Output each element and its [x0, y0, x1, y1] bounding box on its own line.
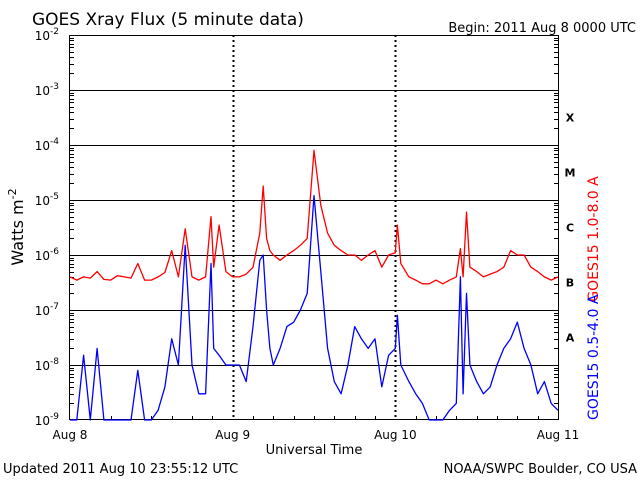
grid-lines: [70, 35, 558, 420]
series-lines: [69, 149, 559, 421]
x-tick-label: Aug 10: [374, 428, 417, 442]
footer-updated: Updated 2011 Aug 10 23:55:12 UTC: [3, 462, 238, 477]
y-tick-exponent: -9: [50, 412, 59, 422]
y-tick-label: 10-3: [35, 82, 59, 98]
begin-label: Begin: 2011 Aug 8 0000 UTC: [448, 21, 636, 36]
y-tick-base: 10: [35, 414, 50, 428]
y-tick-exponent: -8: [50, 357, 59, 367]
y-tick-label: 10-5: [35, 192, 59, 208]
x-tick-label: Aug 8: [53, 428, 88, 442]
y-tick-base: 10: [35, 29, 50, 43]
y-axis-label-base: Watts m: [8, 199, 27, 265]
x-axis-label: Universal Time: [266, 443, 363, 458]
y-tick-base: 10: [35, 304, 50, 318]
y-axis-label: Watts m-2: [6, 188, 27, 265]
flare-class-label: C: [566, 222, 574, 235]
legend-series-1: GOES15 0.5-4.0 A: [586, 294, 602, 420]
x-axis-ticks: Aug 8 Aug 9 Aug 10 Aug 11: [53, 416, 580, 442]
flare-class-label: X: [566, 112, 575, 125]
y-tick-base: 10: [35, 359, 50, 373]
y-tick-label: 10-4: [35, 137, 60, 153]
y-tick-base: 10: [35, 249, 50, 263]
y-axis-label-exponent: -2: [6, 188, 19, 199]
y-tick-label: 10-2: [35, 27, 59, 43]
y-tick-exponent: -2: [50, 27, 59, 37]
flare-class-label: A: [566, 332, 575, 345]
flare-class-labels: A B C M X: [565, 112, 576, 345]
legend-series-0: GOES15 1.0-8.0 A: [586, 176, 602, 302]
flare-class-label: B: [566, 277, 574, 290]
chart-title: GOES Xray Flux (5 minute data): [32, 10, 304, 30]
y-tick-exponent: -4: [50, 137, 59, 147]
x-tick-label: Aug 11: [537, 428, 580, 442]
y-tick-label: 10-9: [35, 412, 60, 428]
series-line-0: [69, 149, 559, 285]
series-line-1: [70, 194, 559, 421]
y-tick-label: 10-6: [35, 247, 60, 263]
y-tick-exponent: -5: [50, 192, 59, 202]
y-tick-exponent: -6: [50, 247, 59, 257]
y-axis-ticks: 10-910-810-710-610-510-410-310-2: [35, 27, 558, 428]
flare-class-label: M: [565, 167, 576, 180]
y-tick-base: 10: [35, 194, 50, 208]
y-tick-exponent: -3: [50, 82, 59, 92]
y-tick-base: 10: [35, 139, 50, 153]
y-tick-label: 10-8: [35, 357, 60, 373]
y-tick-exponent: -7: [50, 302, 59, 312]
x-tick-label: Aug 9: [215, 428, 250, 442]
y-tick-base: 10: [35, 84, 50, 98]
y-tick-label: 10-7: [35, 302, 59, 318]
footer-credit: NOAA/SWPC Boulder, CO USA: [444, 462, 637, 477]
